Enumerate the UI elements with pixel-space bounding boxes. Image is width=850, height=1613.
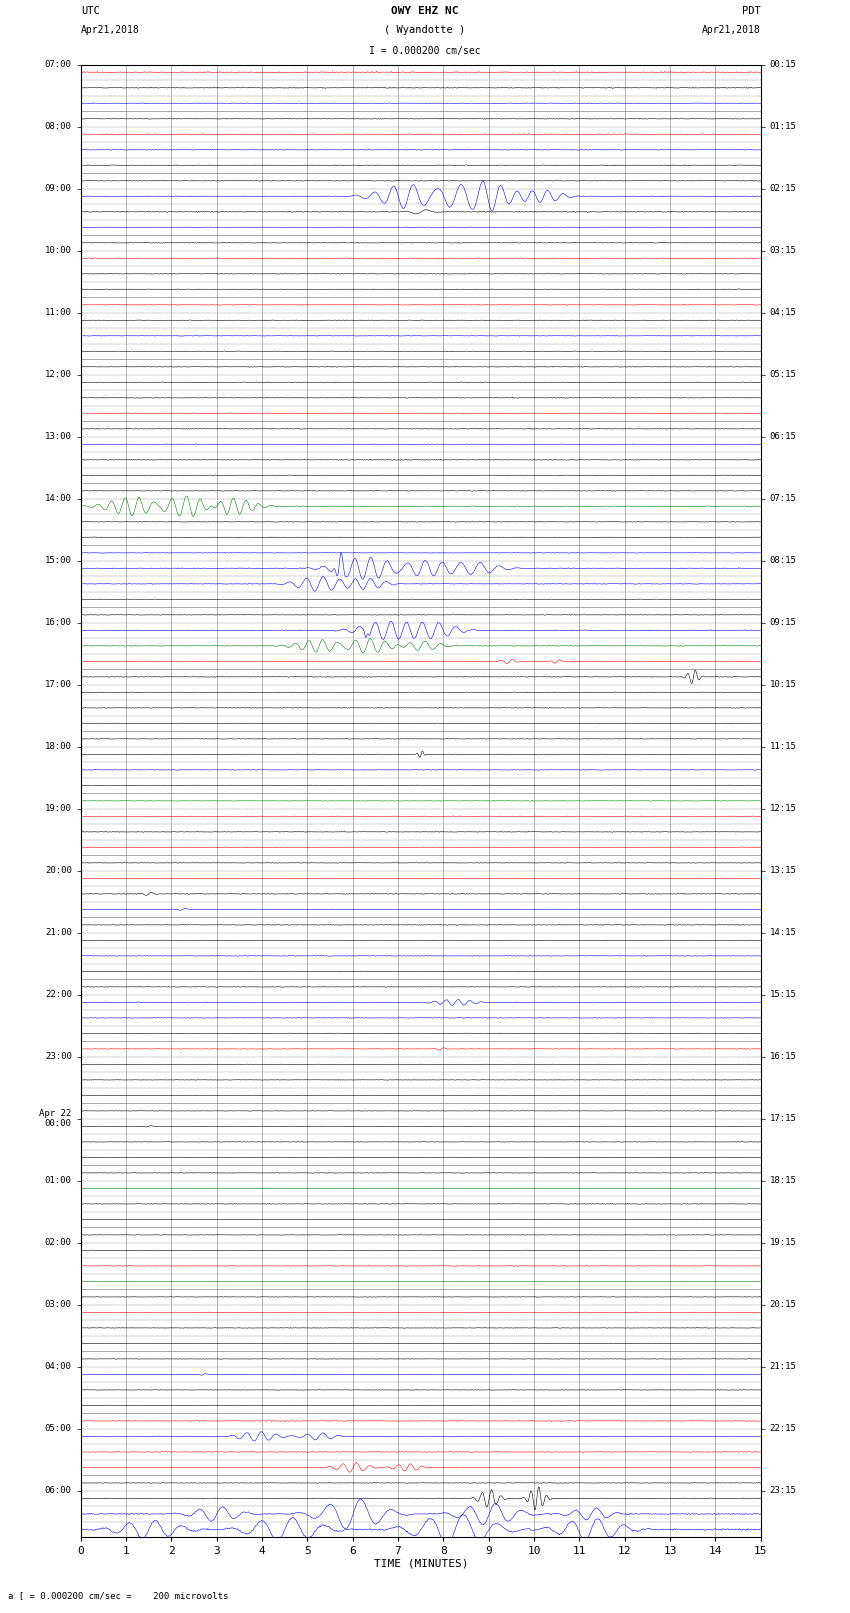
Text: a [ = 0.000200 cm/sec =    200 microvolts: a [ = 0.000200 cm/sec = 200 microvolts (8, 1590, 229, 1600)
Text: UTC: UTC (81, 6, 99, 16)
Text: ( Wyandotte ): ( Wyandotte ) (384, 26, 466, 35)
Text: PDT: PDT (742, 6, 761, 16)
Text: Apr21,2018: Apr21,2018 (81, 26, 139, 35)
Text: OWY EHZ NC: OWY EHZ NC (391, 6, 459, 16)
X-axis label: TIME (MINUTES): TIME (MINUTES) (373, 1560, 468, 1569)
Text: Apr21,2018: Apr21,2018 (702, 26, 761, 35)
Text: I = 0.000200 cm/sec: I = 0.000200 cm/sec (369, 47, 481, 56)
